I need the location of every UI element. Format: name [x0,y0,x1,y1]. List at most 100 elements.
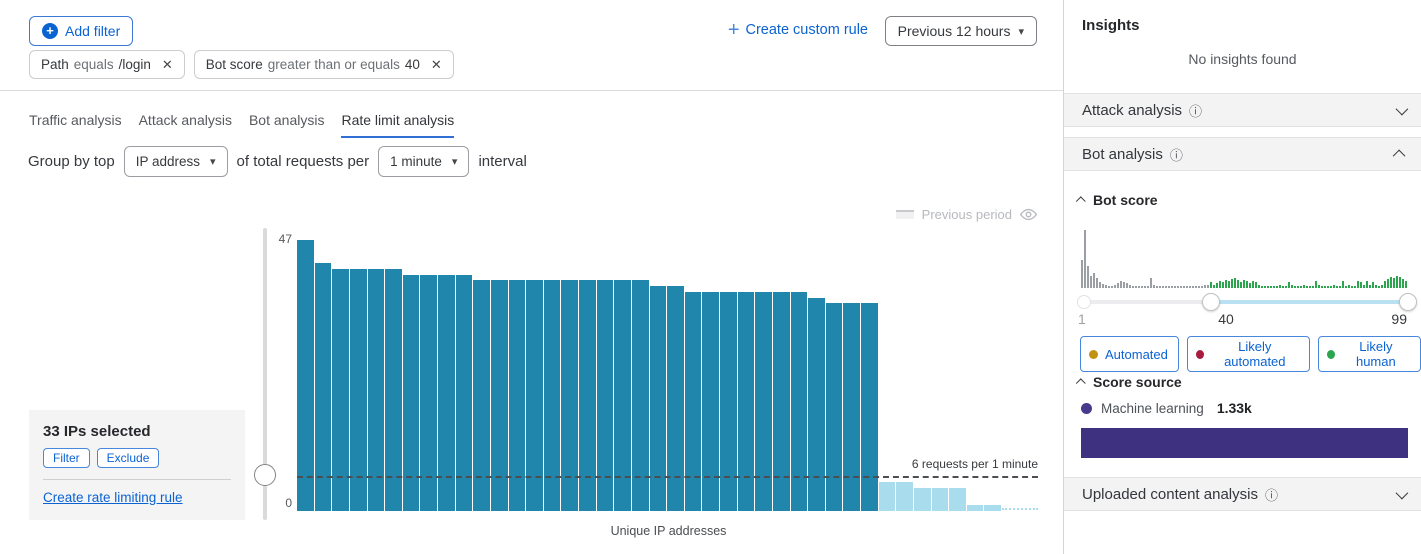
slider-upper-handle[interactable] [1399,293,1417,311]
bar[interactable] [896,482,913,511]
info-icon[interactable]: ⓘ [1264,487,1278,503]
bot-score-subsection-toggle[interactable]: Bot score [1075,192,1158,208]
slider-min-handle[interactable] [1077,295,1091,309]
histogram-bar [1216,283,1218,288]
bot-analysis-section-header[interactable]: Bot analysis ⓘ [1064,137,1421,171]
bar[interactable] [314,263,332,511]
threshold-slider-track[interactable] [263,228,267,520]
bar[interactable] [579,280,596,511]
bar[interactable] [438,274,455,511]
slider-tick-lower: 40 [1218,311,1234,327]
legend-likely-human-button[interactable]: Likely human [1317,336,1421,372]
bar[interactable] [913,487,931,511]
legend-likely-automated-button[interactable]: Likely automated [1186,336,1310,372]
bar[interactable] [755,291,772,511]
bar[interactable] [737,291,755,511]
bar[interactable] [667,286,684,511]
histogram-bar [1222,282,1224,288]
bar[interactable] [878,482,896,511]
add-filter-button[interactable]: + Add filter [29,16,134,46]
bar[interactable] [772,291,790,511]
histogram-bar [1144,286,1146,288]
legend-automated-button[interactable]: Automated [1080,336,1179,372]
create-rate-limiting-rule-link[interactable]: Create rate limiting rule [43,490,183,505]
info-icon[interactable]: ⓘ [1189,103,1203,119]
slider-active-range[interactable] [1211,300,1408,304]
bot-score-range-slider[interactable] [1077,293,1417,311]
threshold-slider-handle[interactable] [254,464,276,486]
info-icon[interactable]: ⓘ [1169,147,1183,163]
bar[interactable] [596,280,614,511]
bar[interactable] [332,268,349,511]
filter-button[interactable]: Filter [43,448,90,468]
group-by-suffix: interval [478,153,527,170]
create-custom-rule-link[interactable]: + Create custom rule [728,20,868,40]
bar[interactable] [402,274,420,511]
score-source-bar[interactable] [1081,428,1408,458]
bar[interactable] [385,268,402,511]
histogram-bar [1126,283,1128,288]
histogram-bar [1171,286,1173,288]
histogram-bar [1303,285,1305,288]
bar[interactable] [843,303,860,511]
bar[interactable] [931,487,949,511]
tab-rate-limit-analysis[interactable]: Rate limit analysis [341,112,455,138]
bar[interactable] [297,240,314,511]
group-by-field-select[interactable]: IP address ▾ [123,146,228,177]
bar[interactable] [631,280,649,511]
slider-lower-handle[interactable] [1202,293,1221,311]
histogram-bar [1117,283,1119,288]
chevron-up-icon [1392,149,1406,162]
eye-icon[interactable] [1020,208,1037,221]
bar[interactable] [825,303,843,511]
attack-analysis-section-header[interactable]: Attack analysis ⓘ [1064,93,1421,127]
histogram-bar [1252,281,1254,288]
filter-chip-bot-score[interactable]: Bot score greater than or equals 40 ✕ [193,50,454,79]
bar[interactable] [702,291,719,511]
bar[interactable] [649,286,667,511]
bar[interactable] [966,505,984,511]
bar[interactable] [720,291,737,511]
bar[interactable] [984,505,1001,511]
tab-bot-analysis[interactable]: Bot analysis [248,112,325,128]
close-icon[interactable]: ✕ [161,56,173,72]
tab-traffic-analysis[interactable]: Traffic analysis [29,112,122,128]
bar[interactable] [526,280,543,511]
bar[interactable] [508,280,526,511]
histogram-bar [1189,286,1191,288]
insights-title: Insights [1082,17,1140,34]
bar[interactable] [808,297,825,511]
histogram-bar [1318,285,1320,288]
previous-period-legend[interactable]: Previous period [895,207,1037,222]
histogram-bar [1093,273,1095,288]
histogram-bar [1228,281,1230,288]
bar[interactable] [684,291,702,511]
close-icon[interactable]: ✕ [430,56,442,72]
histogram-bar [1321,286,1323,288]
bar[interactable] [349,268,367,511]
bar[interactable] [420,274,437,511]
near-zero-bars-dotted [1002,508,1038,510]
time-range-dropdown[interactable]: Previous 12 hours ▾ [884,16,1037,46]
bar[interactable] [790,291,808,511]
bar[interactable] [949,487,966,511]
histogram-bar [1384,281,1386,288]
insights-sidebar: Insights No insights found Attack analys… [1063,0,1421,554]
bar[interactable] [614,280,631,511]
exclude-button[interactable]: Exclude [96,448,160,468]
histogram-bar [1129,285,1131,288]
bar[interactable] [367,268,385,511]
bar[interactable] [473,280,490,511]
score-source-subsection-toggle[interactable]: Score source [1075,374,1182,390]
likely-automated-dot-icon [1195,349,1204,359]
bar[interactable] [861,303,878,511]
tab-attack-analysis[interactable]: Attack analysis [138,112,232,128]
bar[interactable] [490,280,508,511]
bar[interactable] [561,280,578,511]
histogram-bar [1150,278,1152,288]
bar[interactable] [455,274,473,511]
filter-chip-path[interactable]: Path equals /login ✕ [29,50,185,79]
bar[interactable] [543,280,561,511]
interval-select[interactable]: 1 minute ▾ [378,146,470,177]
uploaded-content-section-header[interactable]: Uploaded content analysis ⓘ [1064,477,1421,511]
